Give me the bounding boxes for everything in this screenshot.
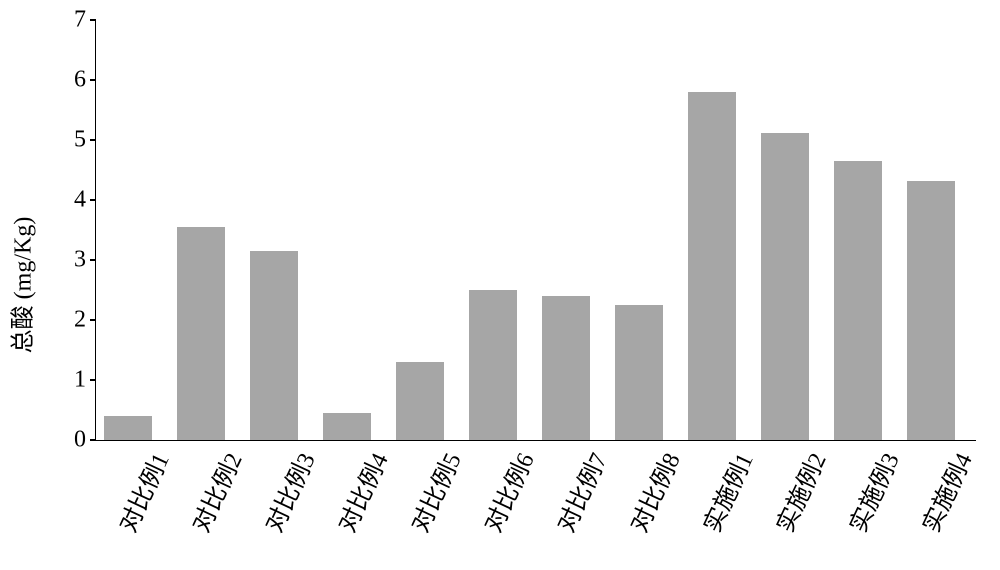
x-tick-label: 对比例1: [102, 446, 176, 551]
bar: [323, 413, 371, 440]
y-axis-label: 总酸 (mg/Kg): [3, 217, 38, 354]
x-tick-label: 对比例6: [467, 446, 541, 551]
y-tick-label: 6: [74, 67, 96, 94]
bar: [469, 290, 517, 440]
bar: [761, 133, 809, 440]
bar: [396, 362, 444, 440]
bar: [542, 296, 590, 440]
bar-chart: 总酸 (mg/Kg) 01234567 对比例1对比例2对比例3对比例4对比例5…: [0, 0, 1000, 570]
x-tick-label: 对比例8: [613, 446, 687, 551]
plot-area: 01234567: [95, 20, 976, 441]
x-tick-label: 对比例7: [540, 446, 614, 551]
y-axis-label-text: 总酸: [11, 305, 37, 353]
bar: [688, 92, 736, 440]
bar: [250, 251, 298, 440]
y-tick-label: 5: [74, 127, 96, 154]
bar: [177, 227, 225, 440]
x-tick-label: 实施例4: [905, 446, 979, 551]
x-tick-label: 对比例5: [394, 446, 468, 551]
y-tick-label: 2: [74, 307, 96, 334]
bar: [615, 305, 663, 440]
y-tick-label: 3: [74, 247, 96, 274]
y-tick-label: 1: [74, 367, 96, 394]
x-tick-label: 实施例3: [832, 446, 906, 551]
x-tick-label: 对比例4: [321, 446, 395, 551]
x-tick-label: 对比例2: [175, 446, 249, 551]
bar: [834, 161, 882, 440]
y-axis-label-unit: (mg/Kg): [11, 217, 37, 300]
y-tick-label: 7: [74, 7, 96, 34]
y-tick-label: 4: [74, 187, 96, 214]
x-tick-label: 对比例3: [248, 446, 322, 551]
x-tick-label: 实施例1: [686, 446, 760, 551]
bar: [907, 181, 955, 440]
bar: [104, 416, 152, 440]
x-tick-label: 实施例2: [759, 446, 833, 551]
y-tick-label: 0: [74, 427, 96, 454]
